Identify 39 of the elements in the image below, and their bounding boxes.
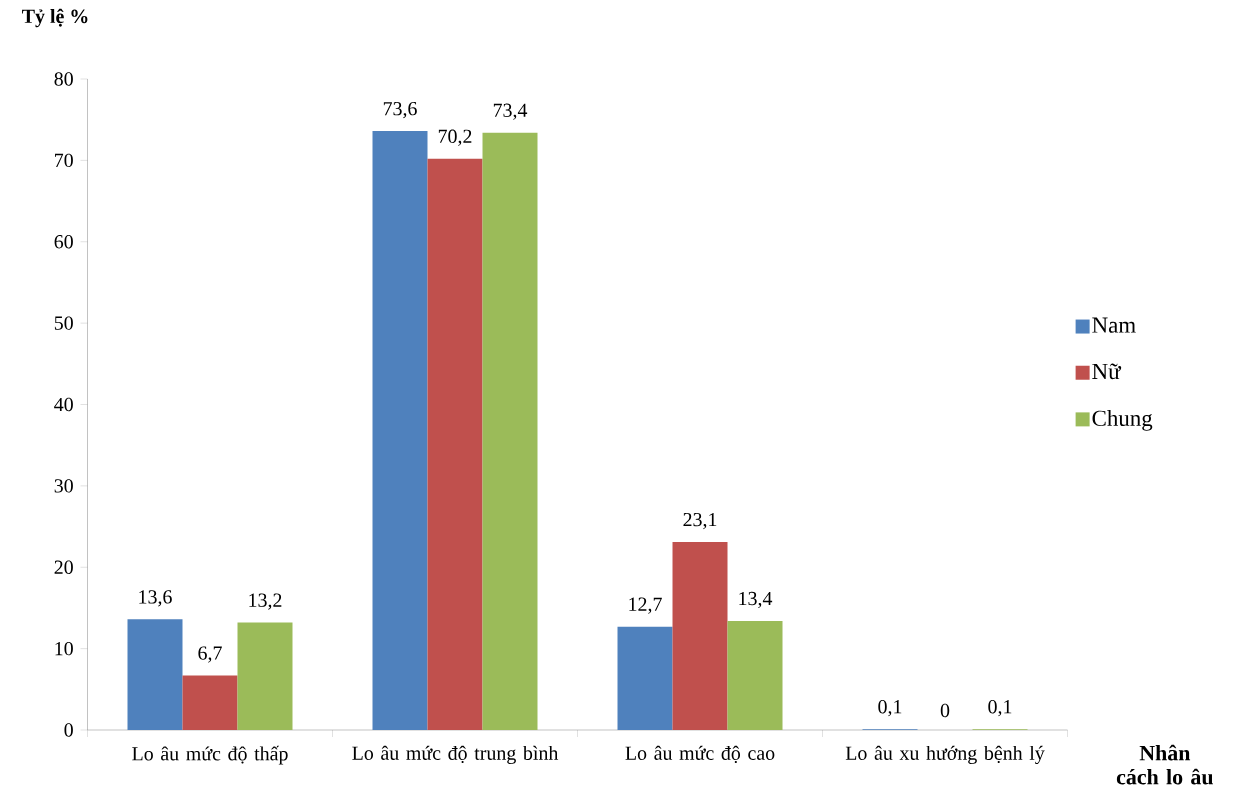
bar	[482, 132, 538, 730]
y-tick-label: 30	[54, 479, 73, 493]
x-tick-label: Lo âu xu hướng bệnh lý	[845, 745, 1045, 764]
bar	[127, 619, 183, 730]
x-tick-label: Lo âu mức độ thấp	[132, 745, 288, 765]
bar	[617, 626, 673, 730]
data-label: 0,1	[988, 700, 1012, 717]
y-tick-label: 50	[54, 316, 73, 330]
y-tick-label: 20	[54, 560, 73, 574]
y-tick-label: 70	[55, 153, 73, 168]
legend-label: Nam	[1092, 317, 1136, 333]
x-tick-label: Lo âu mức độ trung bình	[352, 745, 559, 764]
data-label: 0	[940, 703, 950, 718]
bar	[372, 131, 428, 730]
bar	[727, 620, 783, 730]
legend-label: Chung	[1092, 409, 1153, 431]
data-label: 70,2	[438, 129, 472, 146]
legend-label: Nữ	[1092, 363, 1122, 380]
data-label: 0,1	[878, 700, 902, 717]
data-label: 12,7	[629, 597, 662, 614]
data-label: 6,7	[198, 646, 222, 663]
bar	[182, 675, 238, 730]
data-label: 13,2	[249, 593, 282, 610]
y-axis-title: Tỷ lệ %	[22, 8, 88, 28]
x-tick-label: Lo âu mức độ cao	[625, 745, 775, 763]
data-label: 13,4	[739, 591, 773, 609]
data-label: 73,6	[383, 101, 417, 119]
bar	[672, 542, 728, 730]
y-tick-label: 60	[54, 235, 73, 249]
x-axis-title: Nhân cách lo âu	[1116, 744, 1213, 785]
y-tick-label: 40	[54, 397, 73, 412]
y-tick-label: 10	[55, 641, 73, 656]
y-tick-label: 80	[54, 72, 73, 86]
bar	[427, 158, 483, 730]
data-label: 13,6	[139, 590, 172, 607]
data-label: 23,1	[683, 512, 717, 530]
bar	[237, 622, 293, 730]
y-tick-label: 0	[64, 723, 73, 737]
data-label: 73,4	[493, 103, 528, 120]
